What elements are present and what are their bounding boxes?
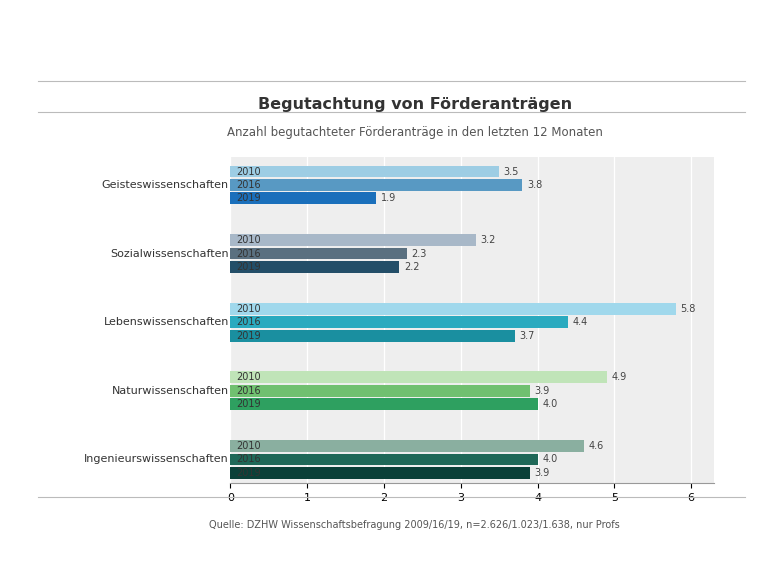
Bar (230, 303, 676, 315)
Text: 2019: 2019 (237, 468, 261, 478)
Text: 4.4: 4.4 (573, 317, 588, 327)
Text: 3.2: 3.2 (481, 235, 496, 245)
Text: 2.2: 2.2 (404, 262, 419, 272)
Text: 5.8: 5.8 (680, 304, 696, 314)
Text: Sozialwissenschaften: Sozialwissenschaften (111, 248, 229, 259)
Text: 3.9: 3.9 (535, 386, 550, 396)
Bar (230, 385, 530, 397)
Bar (230, 440, 584, 452)
Bar (230, 467, 530, 479)
Text: 4.0: 4.0 (542, 455, 558, 464)
Text: 2019: 2019 (237, 262, 261, 272)
Bar (230, 192, 376, 205)
Bar (230, 234, 476, 246)
Text: 2010: 2010 (237, 235, 261, 245)
Text: Anzahl begutachteter Förderanträge in den letzten 12 Monaten: Anzahl begutachteter Förderanträge in de… (227, 126, 603, 139)
Bar (230, 330, 515, 342)
Text: 2010: 2010 (237, 441, 261, 451)
Bar (230, 454, 538, 465)
Text: 3.9: 3.9 (535, 468, 550, 478)
Bar (230, 371, 607, 383)
Text: 2010: 2010 (237, 166, 261, 176)
Bar (230, 316, 568, 328)
Text: 3.7: 3.7 (519, 330, 535, 341)
Text: 2019: 2019 (237, 330, 261, 341)
Bar (230, 398, 538, 410)
Text: 3.8: 3.8 (527, 180, 542, 190)
Bar (230, 166, 499, 178)
Text: 2016: 2016 (237, 248, 261, 259)
Text: Naturwissenschaften: Naturwissenschaften (111, 386, 229, 396)
Text: Begutachtung von Förderanträgen: Begutachtung von Förderanträgen (257, 97, 572, 112)
Text: 3.5: 3.5 (504, 166, 519, 176)
Text: 4.6: 4.6 (588, 441, 604, 451)
Text: 2019: 2019 (237, 399, 261, 409)
Text: 1.9: 1.9 (381, 193, 396, 203)
Text: 2016: 2016 (237, 455, 261, 464)
Text: Quelle: DZHW Wissenschaftsbefragung 2009/16/19, n=2.626/1.023/1.638, nur Profs: Quelle: DZHW Wissenschaftsbefragung 2009… (210, 520, 620, 531)
Bar (230, 179, 522, 191)
Text: 2016: 2016 (237, 317, 261, 327)
Bar (230, 261, 399, 273)
Text: 2019: 2019 (237, 193, 261, 203)
Text: Ingenieurswissenschaften: Ingenieurswissenschaften (84, 455, 229, 464)
Text: 2010: 2010 (237, 373, 261, 382)
Text: Geisteswissenschaften: Geisteswissenschaften (101, 180, 229, 190)
Text: Lebenswissenschaften: Lebenswissenschaften (104, 317, 229, 327)
Text: 4.0: 4.0 (542, 399, 558, 409)
Text: 2016: 2016 (237, 386, 261, 396)
Bar (230, 248, 407, 260)
Text: 2016: 2016 (237, 180, 261, 190)
Text: 2.3: 2.3 (412, 248, 427, 259)
Text: 2010: 2010 (237, 304, 261, 314)
Text: 4.9: 4.9 (611, 373, 627, 382)
